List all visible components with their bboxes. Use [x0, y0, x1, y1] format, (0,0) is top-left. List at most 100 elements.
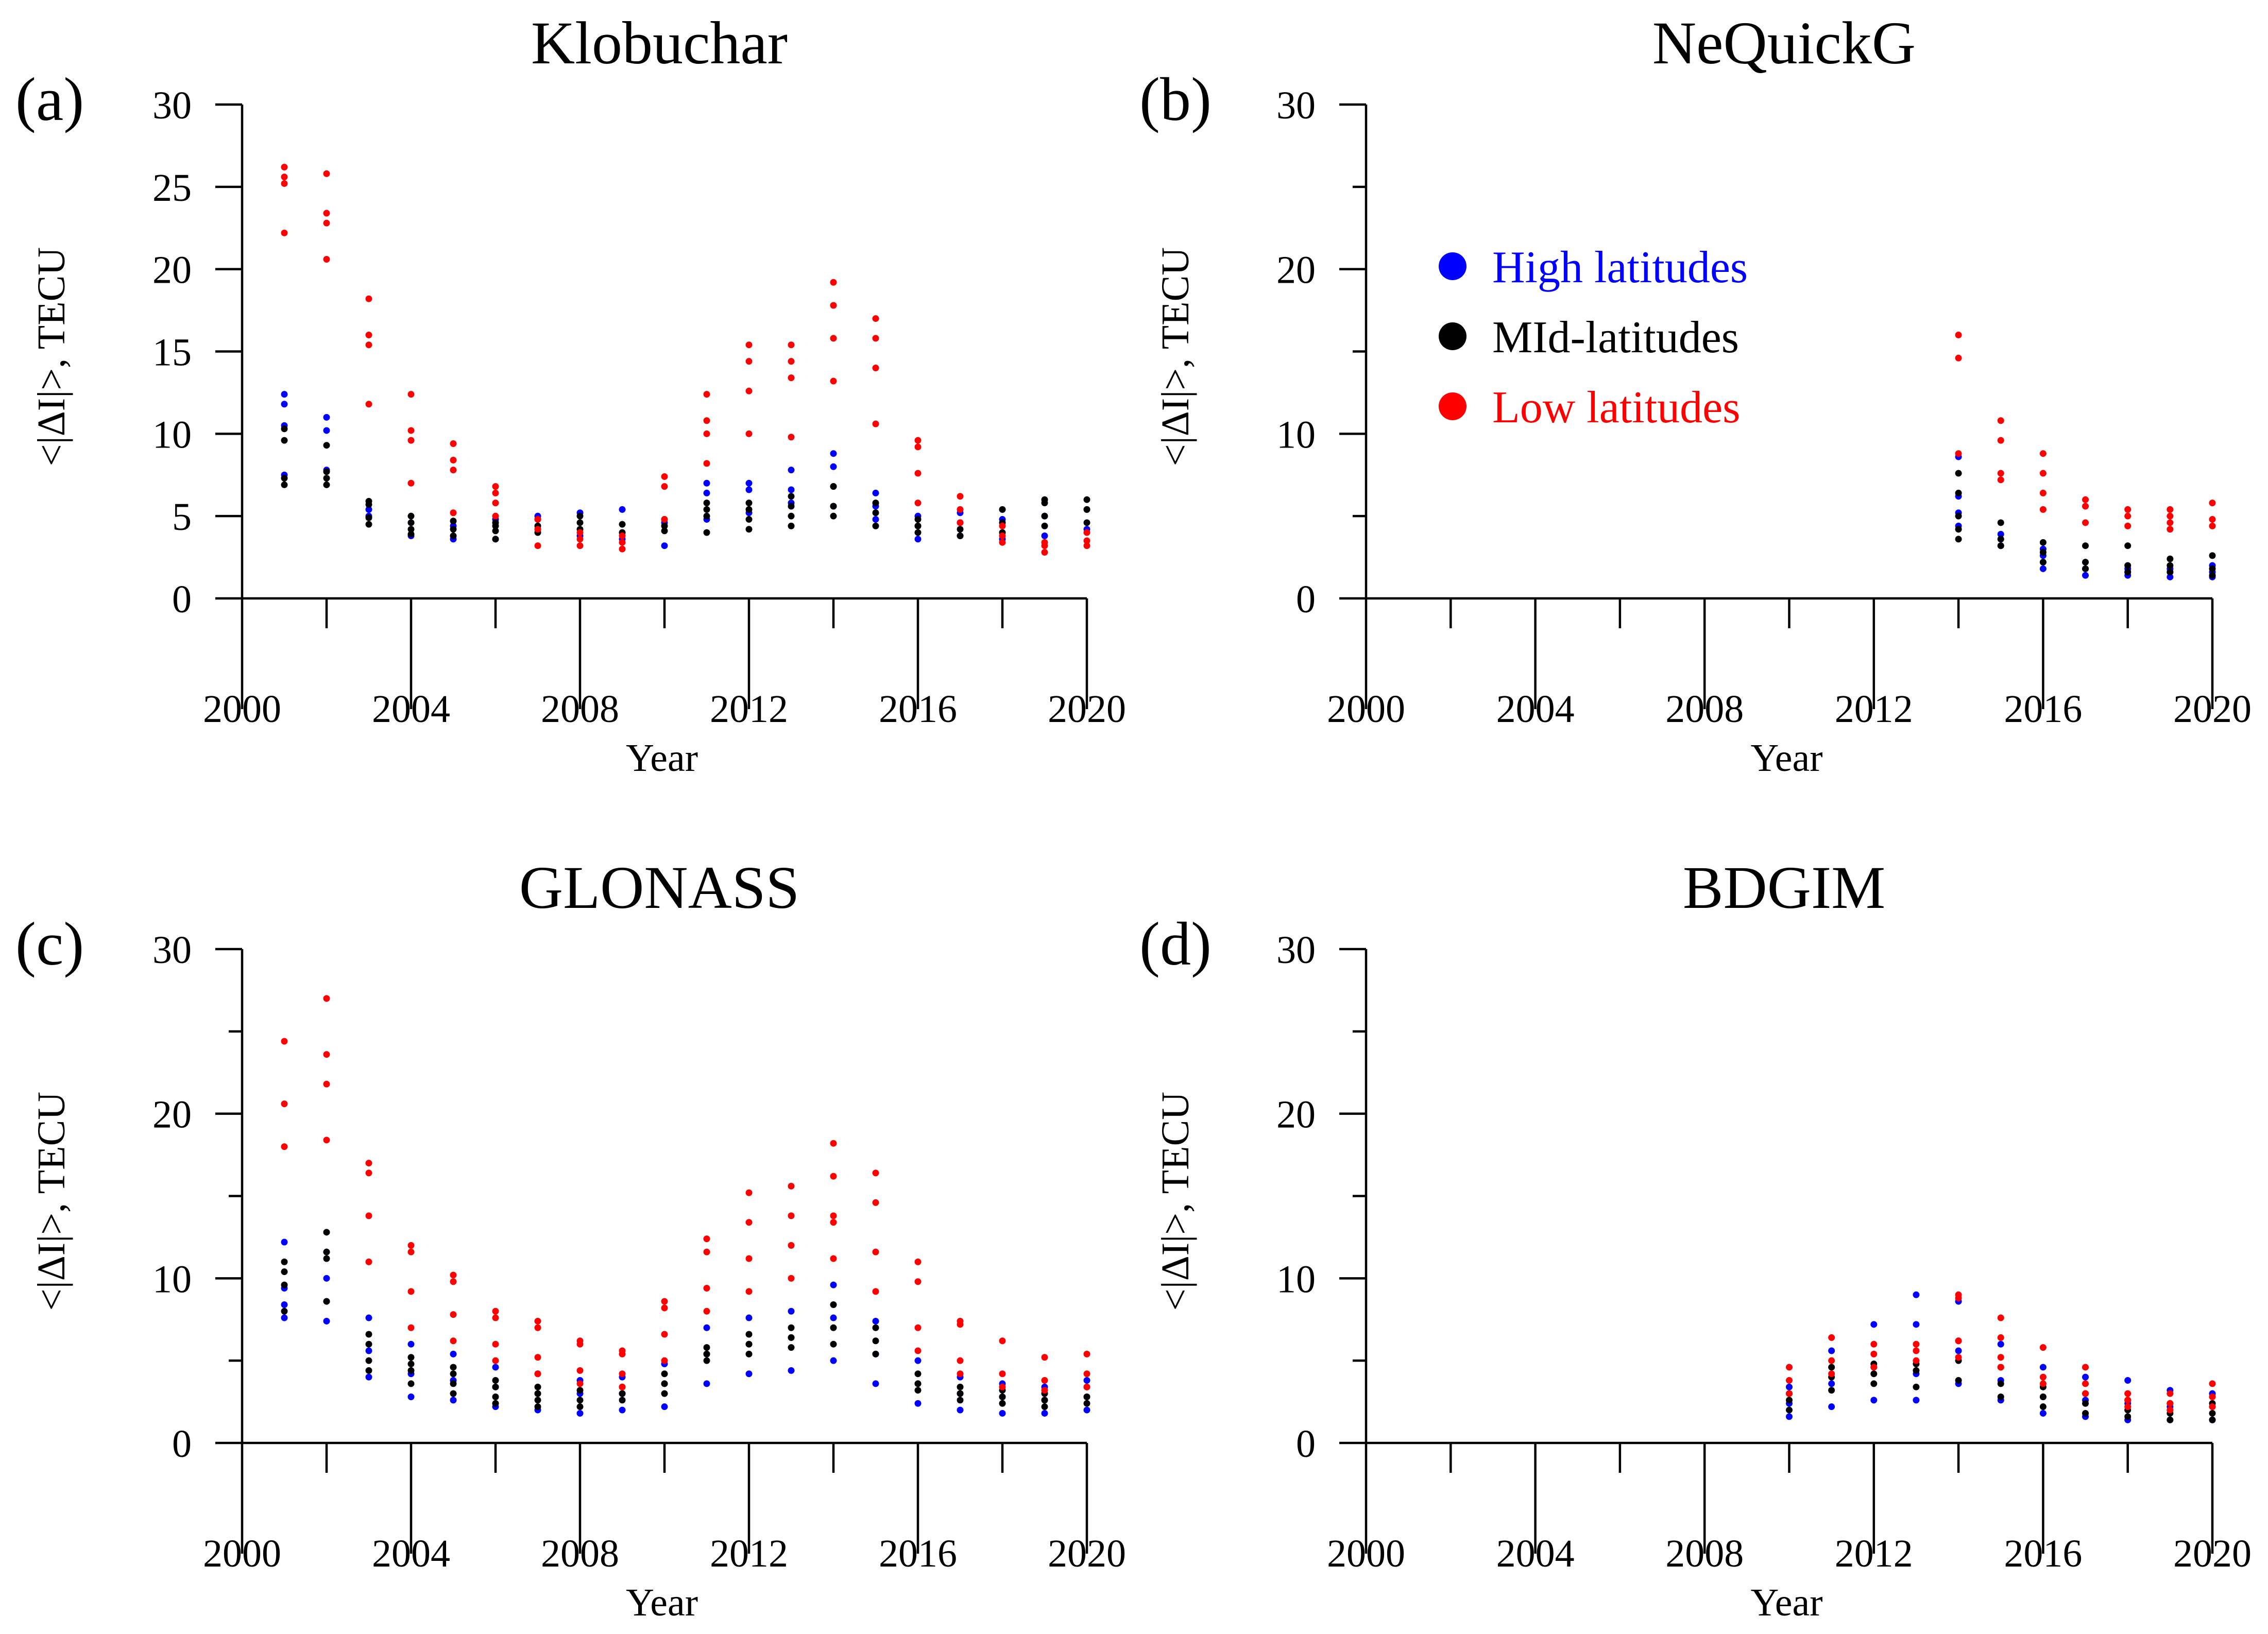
data-point: [1955, 1347, 1962, 1354]
data-point: [281, 475, 288, 482]
data-point: [450, 532, 457, 540]
data-point: [1913, 1357, 1920, 1364]
data-point: [407, 1367, 415, 1374]
data-point: [619, 1383, 626, 1390]
y-tick-label: 30: [152, 928, 192, 972]
data-point: [914, 1357, 922, 1364]
data-point: [2209, 516, 2216, 523]
data-point: [407, 512, 415, 520]
data-point: [534, 1403, 541, 1411]
data-point: [365, 506, 372, 513]
data-point: [788, 374, 795, 382]
data-point: [703, 529, 710, 536]
data-point: [745, 479, 753, 487]
x-axis-title: Year: [626, 1581, 698, 1624]
data-point: [788, 1182, 795, 1190]
data-point: [745, 1331, 753, 1338]
data-point: [788, 1324, 795, 1331]
x-tick-label: 2004: [1496, 687, 1575, 731]
data-point: [323, 1298, 330, 1305]
data-point: [1786, 1383, 1793, 1390]
data-point: [576, 529, 584, 536]
data-point: [2039, 450, 2047, 457]
data-point: [1041, 532, 1048, 540]
data-point: [2209, 522, 2216, 529]
series-low-latitudes: [281, 995, 1090, 1394]
data-point: [1913, 1367, 1920, 1374]
y-axis-title: <|ΔI|>, TECU: [30, 247, 73, 466]
data-point: [534, 516, 541, 523]
data-point: [872, 1380, 879, 1387]
data-point: [492, 536, 499, 543]
data-point: [323, 1051, 330, 1058]
data-point: [2039, 1380, 2047, 1387]
data-point: [957, 1390, 964, 1397]
chart-title: NeQuickG: [1652, 9, 1916, 77]
data-point: [1828, 1347, 1835, 1354]
data-point: [576, 542, 584, 549]
data-point: [1083, 519, 1090, 526]
data-point: [1997, 530, 2004, 538]
data-point: [450, 467, 457, 474]
data-point: [407, 1393, 415, 1400]
panel-d: 0 10 20 30 2000 2004 2008 2012 2016 2020 Year <|ΔI|…: [1139, 854, 2252, 1624]
data-point: [1828, 1364, 1835, 1371]
data-point: [957, 506, 964, 513]
data-point: [450, 1390, 457, 1397]
data-point: [830, 1255, 837, 1262]
data-point: [1870, 1340, 1878, 1348]
data-point: [1870, 1380, 1878, 1387]
data-point: [703, 506, 710, 513]
data-point: [788, 1308, 795, 1315]
data-point: [2124, 512, 2131, 520]
data-point: [534, 1390, 541, 1397]
data-point: [619, 521, 626, 528]
data-point: [1041, 1403, 1048, 1411]
data-point: [745, 1340, 753, 1348]
data-point: [2039, 1364, 2047, 1371]
data-point: [2167, 1390, 2174, 1397]
data-point: [830, 1340, 837, 1348]
data-point: [450, 518, 457, 525]
data-point: [1913, 1340, 1920, 1348]
data-point: [365, 332, 372, 339]
data-point: [957, 532, 964, 540]
data-point: [999, 1400, 1006, 1407]
data-point: [745, 526, 753, 533]
data-point: [1828, 1403, 1835, 1411]
y-tick-label: 10: [152, 1258, 192, 1301]
data-point: [1870, 1370, 1878, 1378]
data-point: [999, 532, 1006, 540]
legend-marker: [1439, 252, 1466, 280]
data-point: [788, 1242, 795, 1249]
data-point: [492, 527, 499, 535]
data-point: [492, 519, 499, 526]
data-point: [999, 1337, 1006, 1345]
data-point: [830, 483, 837, 490]
data-point: [365, 401, 372, 408]
data-point: [703, 1344, 710, 1351]
data-point: [872, 1337, 879, 1345]
legend: High latitudes MId-latitudes Low latitudes: [1439, 243, 1748, 433]
data-point: [1997, 1393, 2004, 1400]
data-point: [1041, 496, 1048, 503]
data-point: [872, 315, 879, 322]
data-point: [1083, 1406, 1090, 1414]
data-point: [407, 1248, 415, 1255]
data-point: [1041, 1377, 1048, 1384]
data-point: [2082, 1364, 2089, 1371]
data-point: [999, 522, 1006, 529]
data-point: [2082, 559, 2089, 566]
data-point: [745, 516, 753, 523]
data-point: [914, 443, 922, 451]
y-tick-label: 0: [1296, 578, 1316, 621]
data-point: [703, 1357, 710, 1364]
data-point: [1786, 1390, 1793, 1397]
data-point: [788, 486, 795, 493]
data-point: [1913, 1347, 1920, 1354]
series-low-latitudes: [1786, 1291, 2216, 1414]
data-point: [534, 526, 541, 533]
panel-label: (a): [15, 65, 84, 133]
data-point: [492, 1364, 499, 1371]
data-point: [788, 1344, 795, 1351]
